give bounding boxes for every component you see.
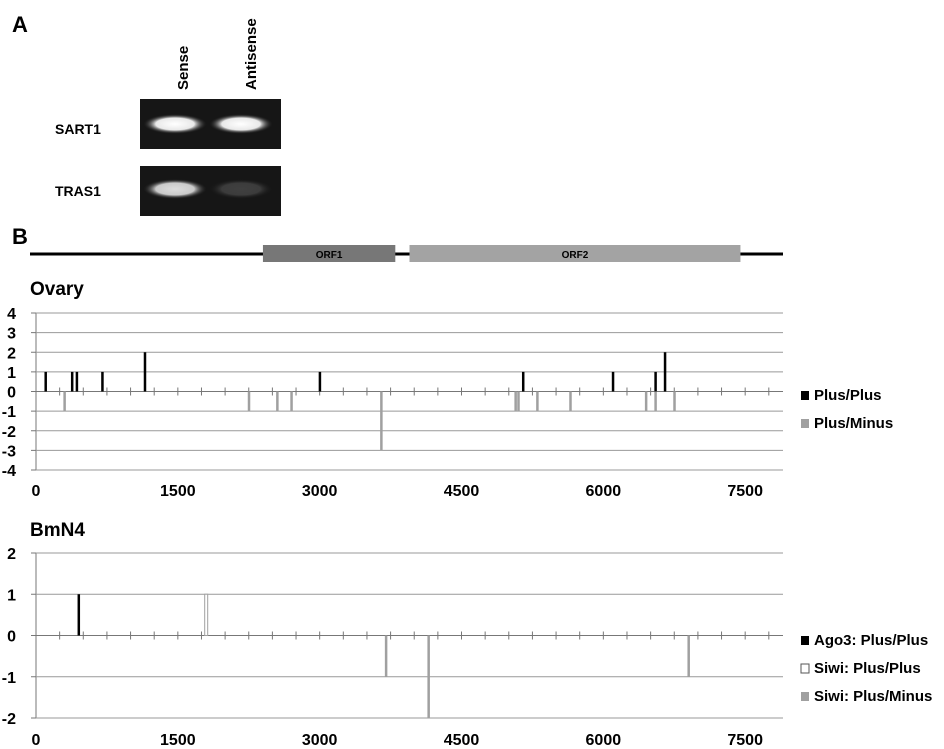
gel-row-label-sart1: SART1 bbox=[55, 121, 101, 137]
bmn4-y-tick-label: 0 bbox=[7, 629, 16, 646]
gel-band-sart1-antisense bbox=[209, 114, 273, 134]
gel-band-tras1-sense bbox=[143, 179, 207, 199]
bmn4-x-tick-label: 6000 bbox=[586, 732, 622, 749]
ovary-bar-plus-minus bbox=[517, 391, 520, 412]
ovary-bar-plus-minus bbox=[63, 391, 66, 412]
ovary-chart-title: Ovary bbox=[30, 279, 84, 300]
ovary-bar-plus-minus bbox=[673, 391, 676, 412]
ovary-bar-plus-plus bbox=[44, 371, 47, 392]
ovary-y-tick-label: -2 bbox=[2, 424, 16, 441]
ovary-bar-plus-minus bbox=[569, 391, 572, 412]
bmn4-x-tick-label: 0 bbox=[32, 732, 41, 749]
bmn4-chart-title: BmN4 bbox=[30, 520, 85, 541]
bmn4-legend-swatch-ago3-plus-plus bbox=[801, 636, 809, 645]
ovary-y-tick-label: 2 bbox=[7, 345, 16, 362]
orf-boxes: ORF1 ORF2 bbox=[262, 245, 741, 262]
bmn4-x-tick-label: 1500 bbox=[160, 732, 196, 749]
bmn4-legend-label-siwi-plus-minus: Siwi: Plus/Minus bbox=[814, 688, 932, 705]
bmn4-chart: 2 1 0 -1 -2 0 1500 3000 4500 6000 7500 Ago3: Plus/P… bbox=[2, 546, 933, 749]
ovary-chart: 4 3 2 1 0 -1 -2 -3 -4 0 1500 3000 4500 6000 7500 Plus/P… bbox=[2, 306, 893, 500]
ovary-bar-plus-plus bbox=[143, 352, 147, 392]
bmn4-bar-siwi-plus-plus bbox=[204, 593, 209, 636]
bmn4-legend-label-siwi-plus-plus: Siwi: Plus/Plus bbox=[814, 660, 921, 677]
ovary-bar-plus-plus bbox=[75, 371, 79, 392]
orf-box-orf1 bbox=[262, 245, 396, 262]
bmn4-y-tick-label: 2 bbox=[7, 546, 16, 563]
ovary-bar-plus-minus bbox=[654, 391, 657, 412]
ovary-x-tick-label: 1500 bbox=[160, 483, 196, 500]
ovary-bar-plus-plus bbox=[521, 371, 525, 392]
ovary-x-tick-label: 3000 bbox=[302, 483, 338, 500]
ovary-bar-plus-plus bbox=[70, 371, 74, 392]
ovary-bar-plus-plus bbox=[101, 371, 104, 392]
ovary-bar-plus-minus bbox=[380, 391, 383, 451]
ovary-bar-plus-minus bbox=[276, 391, 279, 412]
bmn4-x-tick-label: 7500 bbox=[727, 732, 763, 749]
bmn4-legend-swatch-siwi-plus-minus bbox=[801, 692, 809, 701]
panel-a: A Sense Antisense SART1 TRAS1 bbox=[12, 12, 281, 216]
ovary-bar-plus-minus bbox=[644, 391, 648, 412]
ovary-legend-label-plus-plus: Plus/Plus bbox=[814, 387, 882, 404]
bmn4-y-tick-label: -2 bbox=[2, 711, 16, 728]
ovary-y-tick-label: 3 bbox=[7, 326, 16, 343]
bmn4-y-tick-label: -1 bbox=[2, 670, 16, 687]
panel-b-label: B bbox=[12, 224, 28, 249]
ovary-bar-plus-plus bbox=[611, 371, 615, 392]
ovary-bar-plus-minus bbox=[536, 391, 539, 412]
gel-column-label-antisense: Antisense bbox=[243, 18, 260, 90]
orf-label-orf2: ORF2 bbox=[562, 250, 589, 261]
ovary-y-tick-label: 0 bbox=[7, 385, 16, 402]
gel-row-label-tras1: TRAS1 bbox=[55, 183, 101, 199]
ovary-bar-plus-minus bbox=[514, 391, 517, 412]
ovary-x-tick-label: 7500 bbox=[727, 483, 763, 500]
bmn4-x-tick-label: 4500 bbox=[444, 732, 480, 749]
bmn4-bar-ago3-plus-plus bbox=[77, 594, 81, 636]
ovary-x-tick-label: 6000 bbox=[586, 483, 622, 500]
bmn4-x-tick-label: 3000 bbox=[302, 732, 338, 749]
orf-label-orf1: ORF1 bbox=[316, 250, 343, 261]
ovary-bar-plus-minus bbox=[247, 391, 251, 412]
ovary-bar-plus-minus bbox=[290, 391, 293, 412]
panel-a-label: A bbox=[12, 12, 28, 37]
bmn4-bar-siwi-plus-minus bbox=[427, 635, 430, 718]
ovary-legend-swatch-plus-plus bbox=[801, 391, 809, 400]
ovary-y-tick-label: -1 bbox=[2, 404, 16, 421]
bmn4-y-tick-label: 1 bbox=[7, 587, 16, 604]
ovary-y-tick-label: 1 bbox=[7, 365, 16, 382]
gel-band-tras1-antisense bbox=[209, 179, 273, 199]
orf-box-orf2 bbox=[409, 245, 741, 262]
gel-column-label-sense: Sense bbox=[175, 46, 192, 90]
ovary-y-tick-label: 4 bbox=[7, 306, 16, 323]
ovary-y-tick-label: -4 bbox=[2, 463, 16, 480]
bmn4-bar-siwi-plus-minus bbox=[384, 635, 388, 677]
bmn4-bar-siwi-plus-minus bbox=[687, 635, 690, 677]
gel-bands bbox=[143, 114, 273, 199]
ovary-x-tick-label: 4500 bbox=[444, 483, 480, 500]
gel-band-sart1-sense bbox=[143, 114, 207, 134]
ovary-legend-label-plus-minus: Plus/Minus bbox=[814, 415, 893, 432]
bmn4-legend-label-ago3-plus-plus: Ago3: Plus/Plus bbox=[814, 632, 928, 649]
ovary-bar-plus-plus bbox=[663, 352, 667, 392]
ovary-bar-plus-plus bbox=[318, 371, 322, 392]
ovary-x-tick-label: 0 bbox=[32, 483, 41, 500]
ovary-y-tick-label: -3 bbox=[2, 443, 16, 460]
bmn4-legend-swatch-siwi-plus-plus bbox=[800, 663, 810, 674]
ovary-legend-swatch-plus-minus bbox=[801, 419, 809, 428]
ovary-bar-plus-plus bbox=[654, 371, 657, 392]
